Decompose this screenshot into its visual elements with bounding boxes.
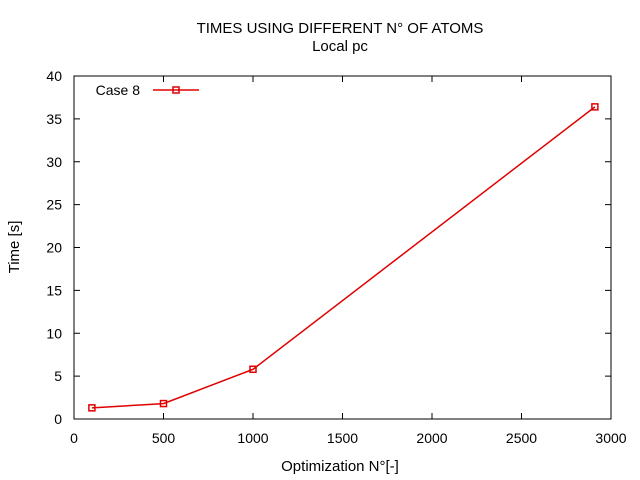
y-tick-label: 30	[46, 154, 62, 170]
x-tick-label: 1000	[237, 430, 268, 446]
y-tick-label: 15	[46, 282, 62, 298]
legend: Case 8	[96, 82, 199, 98]
chart-title: TIMES USING DIFFERENT N° OF ATOMS	[197, 20, 484, 37]
y-tick-label: 5	[54, 368, 62, 384]
x-tick-label: 1500	[327, 430, 358, 446]
chart-subtitle: Local pc	[312, 38, 368, 55]
y-axis-label: Time [s]	[6, 221, 23, 274]
data-point	[591, 103, 599, 111]
y-tick-label: 10	[46, 325, 62, 341]
series-group	[88, 103, 599, 412]
data-point	[249, 365, 257, 374]
y-tick-label: 35	[46, 111, 62, 127]
x-tick-label: 0	[70, 430, 78, 446]
x-tick-label: 3000	[595, 430, 626, 446]
plot-frame	[73, 75, 612, 420]
x-tick-label: 2000	[416, 430, 447, 446]
series-line	[91, 106, 596, 409]
data-point	[88, 404, 96, 412]
axis-ticks	[73, 75, 612, 420]
data-point	[159, 399, 168, 408]
x-tick-label: 2500	[506, 430, 537, 446]
axis-tick-labels: 0 500 1000 1500 2000 2500 3000 0 5 10 15 20 25 30 35 40	[46, 68, 626, 446]
y-tick-label: 25	[46, 197, 62, 213]
y-tick-label: 20	[46, 240, 62, 256]
y-tick-label: 0	[54, 411, 62, 427]
legend-marker-case-8	[172, 86, 180, 94]
x-tick-label: 500	[152, 430, 176, 446]
x-axis-label: Optimization N°[-]	[281, 458, 399, 475]
y-tick-label: 40	[46, 68, 62, 84]
legend-label-case-8: Case 8	[96, 82, 141, 98]
